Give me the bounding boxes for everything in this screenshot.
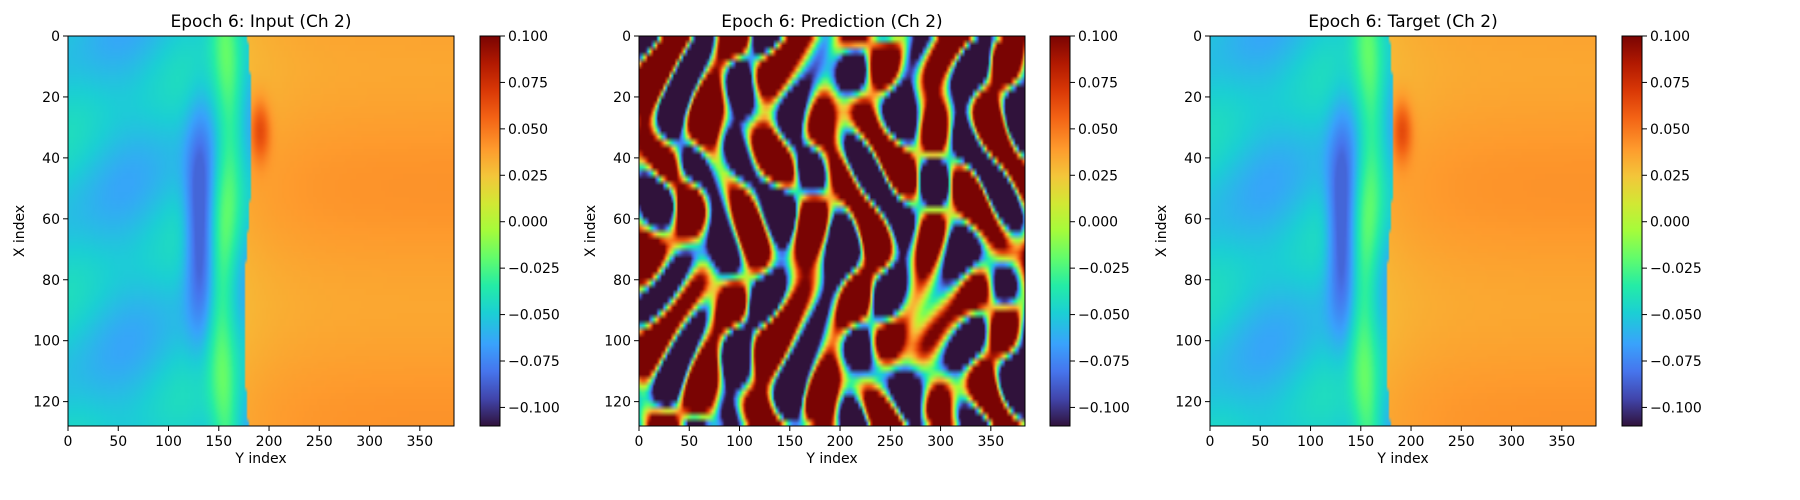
colorbar-tick-label: −0.100: [1650, 400, 1702, 416]
y-tick-label: 80: [42, 273, 60, 289]
chart-panel-3: Epoch 6: Target (Ch 2)0 50 100 150 200 250 300…: [1154, 12, 1702, 467]
y-tick-label: 60: [613, 212, 631, 228]
x-tick-label: 250: [306, 434, 333, 450]
y-tick-label: 100: [604, 334, 631, 350]
colorbar-tick-label: −0.075: [508, 354, 560, 370]
colorbar-tick-label: −0.075: [1650, 354, 1702, 370]
axes-frame: [1209, 35, 1597, 427]
x-tick-label: 150: [1347, 434, 1374, 450]
heatmap-image: [639, 36, 1025, 426]
x-tick-label: 200: [1398, 434, 1425, 450]
colorbar-tick-label: 0.075: [508, 75, 548, 91]
x-tick-label: 200: [256, 434, 283, 450]
y-tick-label: 40: [613, 151, 631, 167]
y-tick-label: 20: [1184, 90, 1202, 106]
chart-title: Epoch 6: Input (Ch 2): [171, 12, 352, 32]
colorbar-tick-label: −0.025: [1078, 261, 1130, 277]
y-axis-label: X index: [583, 205, 599, 257]
y-tick-label: 120: [604, 395, 631, 411]
colorbar-tick-label: −0.050: [508, 308, 560, 324]
y-tick-label: 80: [1184, 273, 1202, 289]
y-axis-label: X index: [1154, 205, 1170, 257]
colorbar-tick-label: 0.100: [1650, 29, 1690, 45]
colorbar-tick-label: 0.050: [1650, 122, 1690, 138]
chart-panel-1: Epoch 6: Input (Ch 2)0 50 100 150 200 250 300 3…: [12, 12, 560, 467]
colorbar: [1049, 35, 1071, 427]
chart-panel-2: Epoch 6: Prediction (Ch 2)0 50 100 150 200 25…: [583, 12, 1130, 467]
y-tick-label: 40: [1184, 151, 1202, 167]
y-tick-label: 100: [1175, 334, 1202, 350]
colorbar-tick-label: 0.000: [1650, 215, 1690, 231]
colorbar-tick-label: −0.075: [1078, 354, 1130, 370]
colorbar-tick-label: 0.075: [1650, 75, 1690, 91]
chart-title: Epoch 6: Target (Ch 2): [1308, 12, 1498, 32]
y-axis-label: X index: [12, 205, 28, 257]
y-tick-label: 40: [42, 151, 60, 167]
x-tick-label: 50: [1251, 434, 1269, 450]
heatmap-image: [1210, 36, 1596, 426]
x-tick-label: 250: [877, 434, 904, 450]
x-tick-label: 300: [356, 434, 383, 450]
colorbar-tick-label: 0.000: [508, 215, 548, 231]
colorbar-tick-label: −0.050: [1650, 308, 1702, 324]
x-tick-label: 50: [680, 434, 698, 450]
colorbar-tick-label: −0.025: [508, 261, 560, 277]
x-tick-label: 0: [64, 434, 73, 450]
x-axis-label: Y index: [1376, 451, 1428, 467]
x-tick-label: 0: [635, 434, 644, 450]
colorbar-tick-label: −0.100: [1078, 400, 1130, 416]
y-tick-label: 20: [42, 90, 60, 106]
x-tick-label: 150: [776, 434, 803, 450]
y-tick-label: 0: [51, 29, 60, 45]
axes-frame: [67, 35, 455, 427]
colorbar-tick-label: 0.100: [1078, 29, 1118, 45]
axes-frame: [638, 35, 1026, 427]
colorbar-tick-label: −0.025: [1650, 261, 1702, 277]
colorbar-tick-label: 0.025: [1650, 168, 1690, 184]
x-tick-label: 350: [406, 434, 433, 450]
colorbar: [1621, 35, 1643, 427]
y-tick-label: 20: [613, 90, 631, 106]
x-axis-label: Y index: [805, 451, 857, 467]
y-tick-label: 120: [1175, 395, 1202, 411]
x-axis-label: Y index: [234, 451, 286, 467]
colorbar-tick-label: 0.075: [1078, 75, 1118, 91]
x-tick-label: 100: [155, 434, 182, 450]
x-tick-label: 200: [827, 434, 854, 450]
colorbar: [479, 35, 501, 427]
x-tick-label: 300: [927, 434, 954, 450]
y-tick-label: 80: [613, 273, 631, 289]
x-tick-label: 300: [1498, 434, 1525, 450]
colorbar-tick-label: 0.025: [508, 168, 548, 184]
colorbar-tick-label: −0.050: [1078, 308, 1130, 324]
x-tick-label: 0: [1206, 434, 1215, 450]
colorbar-tick-label: 0.025: [1078, 168, 1118, 184]
y-tick-label: 0: [1193, 29, 1202, 45]
y-tick-label: 0: [622, 29, 631, 45]
y-tick-label: 100: [33, 334, 60, 350]
y-tick-label: 60: [1184, 212, 1202, 228]
colorbar-tick-label: 0.000: [1078, 215, 1118, 231]
x-tick-label: 350: [1548, 434, 1575, 450]
colorbar-tick-label: 0.050: [1078, 122, 1118, 138]
x-tick-label: 350: [977, 434, 1004, 450]
x-tick-label: 100: [1297, 434, 1324, 450]
chart-title: Epoch 6: Prediction (Ch 2): [721, 12, 942, 32]
colorbar-tick-label: −0.100: [508, 400, 560, 416]
colorbar-tick-label: 0.050: [508, 122, 548, 138]
x-tick-label: 50: [109, 434, 127, 450]
y-tick-label: 120: [33, 395, 60, 411]
heatmap-image: [68, 36, 454, 426]
colorbar-tick-label: 0.100: [508, 29, 548, 45]
y-tick-label: 60: [42, 212, 60, 228]
x-tick-label: 150: [205, 434, 232, 450]
x-tick-label: 100: [726, 434, 753, 450]
x-tick-label: 250: [1448, 434, 1475, 450]
